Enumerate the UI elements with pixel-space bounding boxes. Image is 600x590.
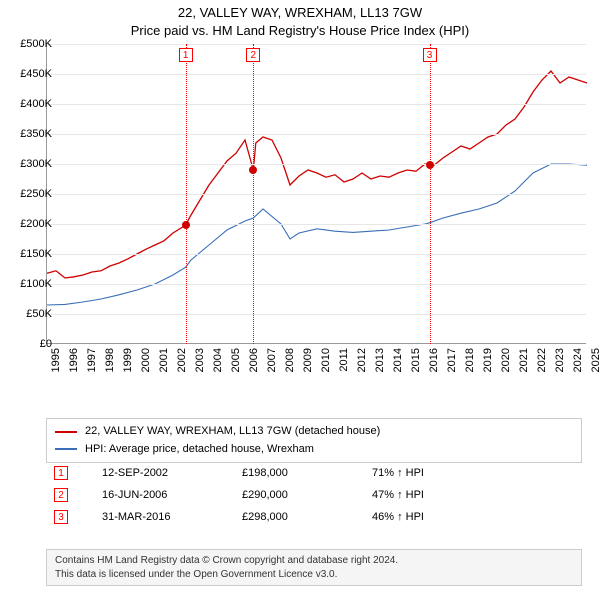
x-tick-label: 2024 — [572, 348, 584, 372]
x-tick-label: 2012 — [356, 348, 368, 372]
y-tick-label: £200K — [6, 218, 52, 230]
event-price: £198,000 — [242, 467, 372, 479]
gridline — [47, 284, 586, 285]
x-tick-label: 2001 — [158, 348, 170, 372]
x-tick-label: 1995 — [50, 348, 62, 372]
event-note: 46% ↑ HPI — [372, 511, 582, 523]
chart-title-block: 22, VALLEY WAY, WREXHAM, LL13 7GW Price … — [0, 0, 600, 40]
y-tick-label: £0 — [6, 338, 52, 350]
x-tick-label: 1999 — [122, 348, 134, 372]
legend: 22, VALLEY WAY, WREXHAM, LL13 7GW (detac… — [46, 418, 582, 463]
x-tick-label: 2000 — [140, 348, 152, 372]
x-tick-label: 2021 — [518, 348, 530, 372]
x-tick-label: 2015 — [410, 348, 422, 372]
gridline — [47, 194, 586, 195]
x-tick-label: 2017 — [446, 348, 458, 372]
x-tick-label: 2025 — [590, 348, 600, 372]
legend-row: 22, VALLEY WAY, WREXHAM, LL13 7GW (detac… — [55, 423, 573, 441]
legend-label: 22, VALLEY WAY, WREXHAM, LL13 7GW (detac… — [85, 423, 380, 441]
x-tick-label: 2011 — [338, 348, 350, 372]
y-tick-label: £350K — [6, 128, 52, 140]
x-tick-label: 1996 — [68, 348, 80, 372]
legend-swatch — [55, 448, 77, 450]
event-date: 31-MAR-2016 — [102, 511, 242, 523]
y-tick-label: £100K — [6, 278, 52, 290]
x-tick-label: 2003 — [194, 348, 206, 372]
legend-swatch — [55, 431, 77, 433]
event-price: £298,000 — [242, 511, 372, 523]
x-tick-label: 2023 — [554, 348, 566, 372]
gridline — [47, 254, 586, 255]
gridline — [47, 104, 586, 105]
event-note: 71% ↑ HPI — [372, 467, 582, 479]
y-tick-label: £150K — [6, 248, 52, 260]
y-tick-label: £50K — [6, 308, 52, 320]
x-tick-label: 1998 — [104, 348, 116, 372]
footnote-line-2: This data is licensed under the Open Gov… — [55, 568, 573, 582]
footnote: Contains HM Land Registry data © Crown c… — [46, 549, 582, 586]
x-tick-label: 2004 — [212, 348, 224, 372]
chart-area: 1 2 3 1995 1996 1997 1998 1999 2000 2001 2002 2003… — [46, 44, 586, 374]
gridline — [47, 224, 586, 225]
x-tick-label: 2016 — [428, 348, 440, 372]
x-tick-label: 2022 — [536, 348, 548, 372]
x-tick-label: 2007 — [266, 348, 278, 372]
event-price: £290,000 — [242, 489, 372, 501]
x-tick-label: 2009 — [302, 348, 314, 372]
gridline — [47, 74, 586, 75]
gridline — [47, 134, 586, 135]
y-tick-label: £500K — [6, 38, 52, 50]
y-tick-label: £250K — [6, 188, 52, 200]
legend-row: HPI: Average price, detached house, Wrex… — [55, 441, 573, 459]
event-date: 16-JUN-2006 — [102, 489, 242, 501]
legend-label: HPI: Average price, detached house, Wrex… — [85, 441, 314, 459]
chart-title-subtitle: Price paid vs. HM Land Registry's House … — [0, 22, 600, 40]
event-number: 2 — [54, 488, 68, 502]
plot-area: 1 2 3 — [46, 44, 586, 344]
event-marker-box: 1 — [179, 48, 193, 62]
gridline — [47, 164, 586, 165]
event-dot — [426, 161, 434, 169]
event-line — [186, 44, 187, 344]
x-tick-label: 2005 — [230, 348, 242, 372]
event-marker-box: 2 — [246, 48, 260, 62]
x-tick-label: 2013 — [374, 348, 386, 372]
event-line — [430, 44, 431, 344]
gridline — [47, 44, 586, 45]
event-number: 3 — [54, 510, 68, 524]
event-date: 12-SEP-2002 — [102, 467, 242, 479]
series-line — [47, 71, 587, 278]
x-tick-label: 1997 — [86, 348, 98, 372]
event-line — [253, 44, 254, 344]
event-number: 1 — [54, 466, 68, 480]
x-tick-label: 2008 — [284, 348, 296, 372]
event-row: 2 16-JUN-2006£290,00047% ↑ HPI — [46, 484, 582, 506]
events-table: 1 12-SEP-2002£198,00071% ↑ HPI 2 16-JUN-200… — [46, 462, 582, 528]
x-tick-label: 2010 — [320, 348, 332, 372]
event-row: 1 12-SEP-2002£198,00071% ↑ HPI — [46, 462, 582, 484]
chart-title-address: 22, VALLEY WAY, WREXHAM, LL13 7GW — [0, 4, 600, 22]
y-tick-label: £400K — [6, 98, 52, 110]
event-dot — [182, 221, 190, 229]
x-tick-label: 2020 — [500, 348, 512, 372]
event-row: 3 31-MAR-2016£298,00046% ↑ HPI — [46, 506, 582, 528]
event-note: 47% ↑ HPI — [372, 489, 582, 501]
x-tick-label: 2006 — [248, 348, 260, 372]
x-tick-label: 2002 — [176, 348, 188, 372]
x-tick-label: 2018 — [464, 348, 476, 372]
y-tick-label: £300K — [6, 158, 52, 170]
event-dot — [249, 166, 257, 174]
footnote-line-1: Contains HM Land Registry data © Crown c… — [55, 554, 573, 568]
y-tick-label: £450K — [6, 68, 52, 80]
event-marker-box: 3 — [423, 48, 437, 62]
gridline — [47, 314, 586, 315]
x-tick-label: 2019 — [482, 348, 494, 372]
x-tick-label: 2014 — [392, 348, 404, 372]
